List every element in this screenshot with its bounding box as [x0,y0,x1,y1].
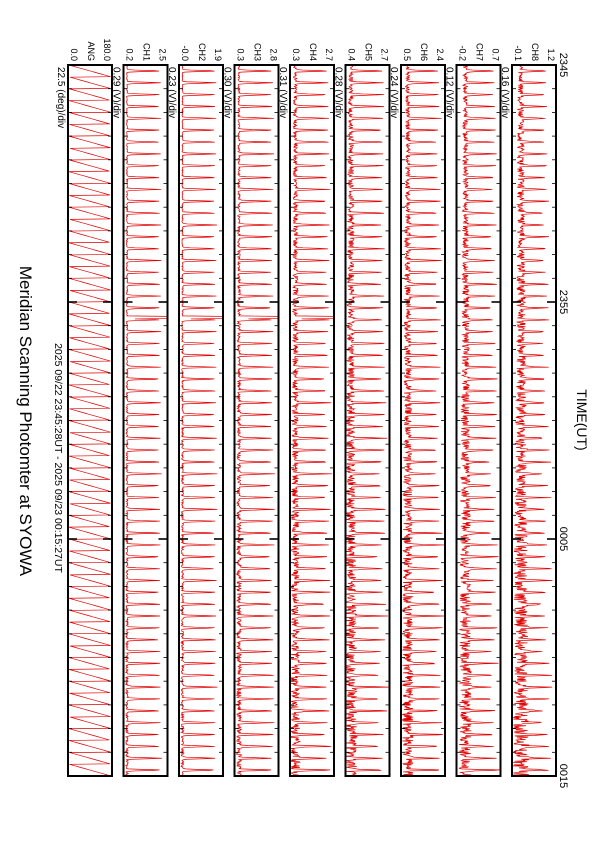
channel-name: ANG [86,41,96,61]
panel-ch6: 0.5 2.4 CH6 0.24 (V)/div [388,43,446,777]
channel-name: CH3 [253,43,263,61]
x-tick-2355: 2355 [557,290,569,314]
series-line-ang [68,65,111,776]
y-max-label: 0.7 [491,48,501,61]
y-max-label: 180.0 [102,38,112,61]
series-line-ch7 [458,65,500,776]
channel-name: CH4 [308,43,318,61]
y-max-label: 2.8 [269,48,279,61]
panel-ch1: 0.2 2.5 CH1 0.29 (V)/div [111,43,169,777]
x-tick-0015: 0015 [557,764,569,788]
x-tick-0005: 0005 [557,527,569,551]
y-max-label: 2.5 [158,48,168,61]
channel-name: CH7 [475,43,485,61]
x-tick-labels: 2345 2355 0005 0015 [557,53,569,788]
panel-frame [122,64,169,777]
y-min-label: 0.0 [69,48,79,61]
channel-name: CH8 [530,43,540,61]
x-axis-label: TIME(UT) [574,389,590,450]
y-max-label: 1.2 [546,48,556,61]
y-max-label: 2.7 [380,48,390,61]
channel-name: CH6 [419,43,429,61]
channel-name: CH5 [364,43,374,61]
channel-name: CH2 [197,43,207,61]
scale-label: 0.24 (V)/div [388,67,399,118]
scale-label: 0.29 (V)/div [111,67,122,118]
scale-label: 0.16 (V)/div [499,67,510,118]
scale-label: 0.12 (V)/div [444,67,455,118]
panel-ch8: -0.1 1.2 CH8 0.16 (V)/div [499,43,557,777]
scale-label: 0.31 (V)/div [277,67,288,118]
scale-label: 22.5 (deg)/div [55,67,66,128]
series-line-ch4 [290,65,334,776]
chart-title: Meridian Scanning Photomter at SYOWA [16,266,35,577]
y-max-label: 2.4 [435,48,445,61]
series-line-ch3 [235,65,279,776]
scale-label: 0.23 (V)/div [166,67,177,118]
series-line-ch8 [512,65,553,776]
series-line-ch6 [401,65,445,776]
panel-ch7: -0.2 0.7 CH7 0.12 (V)/div [444,43,502,777]
scale-label: 0.28 (V)/div [333,67,344,118]
panel-frame [178,64,224,777]
y-min-label: 0.3 [236,48,246,61]
panel-ch4: 0.3 2.7 CH4 0.31 (V)/div [277,43,335,777]
panel-ang: 0.0 180.0 ANG 22.5 (deg)/div [55,38,113,777]
y-min-label: 0.5 [402,48,412,61]
series-line-ch2 [179,65,223,776]
channel-name: CH1 [142,43,152,61]
y-max-label: 2.7 [324,48,334,61]
y-min-label: 0.3 [291,48,301,61]
x-tick-2345: 2345 [557,53,569,77]
y-min-label: -0.2 [458,45,468,61]
y-min-label: -0.0 [180,45,190,61]
y-min-label: 0.4 [347,48,357,61]
y-min-label: 0.2 [125,48,135,61]
panel-ch3: 0.3 2.8 CH3 0.30 (V)/div [222,43,280,777]
series-line-ch5 [345,65,389,776]
time-range-label: 2025 09/22 23:45:28UT - 2025 09/23 00:15… [52,343,64,573]
panel-ch2: -0.0 1.9 CH2 0.23 (V)/div [166,43,224,777]
scale-label: 0.30 (V)/div [222,67,233,118]
panel-ch5: 0.4 2.7 CH5 0.28 (V)/div [333,43,391,777]
y-max-label: 1.9 [213,48,223,61]
panels: 0.0 180.0 ANG 22.5 (deg)/div 0.2 2.5 CH1 0.29 (… [55,38,557,777]
series-line-ch1 [124,65,168,776]
y-min-label: -0.1 [513,45,523,61]
